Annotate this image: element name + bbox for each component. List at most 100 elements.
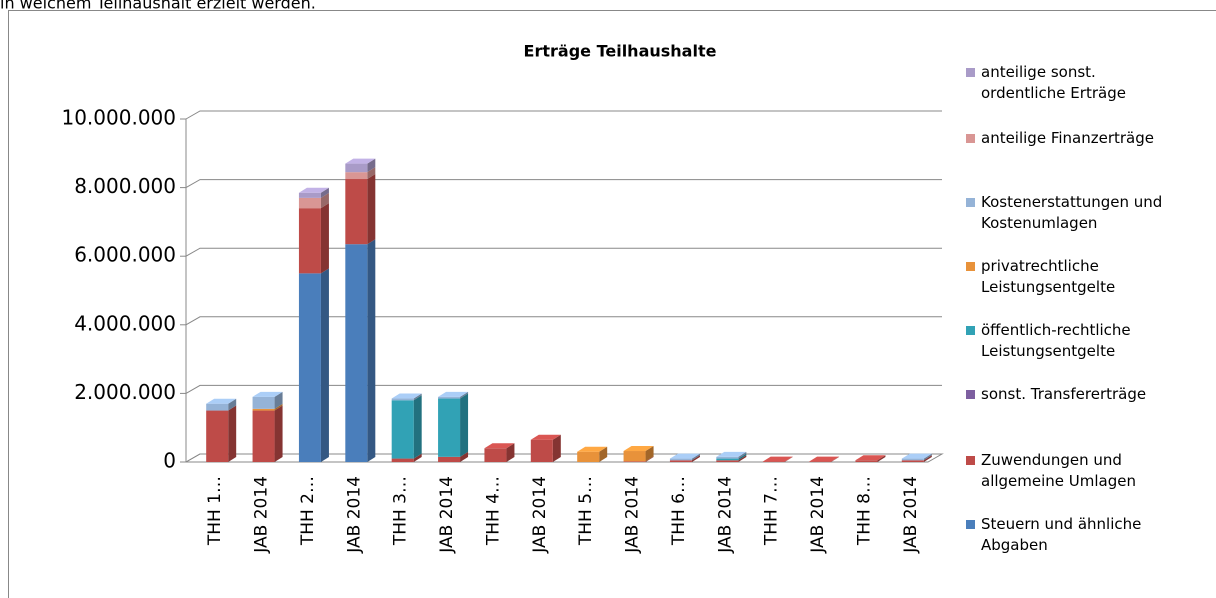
- bar-side: [274, 405, 283, 462]
- bar-side: [460, 451, 469, 462]
- legend-label: anteilige Finanzerträge: [981, 129, 1154, 147]
- bar-segment: [391, 458, 414, 462]
- legend-swatch: [966, 456, 975, 465]
- bar-side: [367, 239, 376, 462]
- bar-segment: [530, 439, 553, 462]
- bar-segment: [901, 458, 924, 461]
- x-tick-label: THH 2…: [298, 476, 318, 546]
- bar-side: [599, 446, 608, 462]
- x-tick-label: THH 8…: [854, 476, 874, 546]
- intro-text: in welchem Teilhaushalt erzielt werden.: [0, 0, 316, 13]
- bar-top: [577, 446, 608, 452]
- bar-segment: [669, 460, 692, 462]
- bar-side: [923, 455, 932, 462]
- x-tick-label: THH 3…: [391, 476, 411, 546]
- x-tick-label: JAB 2014: [252, 476, 272, 554]
- bar-side: [552, 434, 561, 462]
- grid-line: [185, 179, 942, 189]
- bar-side: [877, 455, 886, 462]
- bar-segment: [252, 408, 275, 411]
- bar-segment: [252, 410, 275, 462]
- legend-label: Zuwendungen und allgemeine Umlagen: [981, 451, 1136, 490]
- legend-swatch: [966, 134, 975, 143]
- x-tick-label: JAB 2014: [623, 476, 643, 554]
- grid-line: [185, 247, 942, 257]
- bar-top: [762, 456, 793, 462]
- bar-side: [274, 403, 283, 411]
- bar-segment: [623, 461, 646, 462]
- bar-side: [320, 192, 329, 209]
- bar-segment: [716, 458, 739, 461]
- bar-segment: [716, 456, 739, 459]
- bar-segment: [298, 192, 321, 198]
- bar-segment: [716, 460, 739, 462]
- bar-segment: [901, 460, 924, 462]
- legend-label: privatrechtliche Leistungsentgelte: [981, 257, 1116, 296]
- bar-top: [438, 391, 469, 397]
- bar-segment: [345, 163, 368, 173]
- legend-entry: anteilige Finanzerträge: [966, 128, 1181, 149]
- bar-top: [623, 446, 654, 452]
- bar-side: [413, 395, 422, 459]
- x-tick-label: JAB 2014: [437, 476, 457, 554]
- bar-top: [252, 391, 283, 397]
- bar-side: [645, 456, 654, 462]
- bar-side: [923, 453, 932, 461]
- bar-segment: [391, 398, 414, 401]
- bar-side: [460, 393, 469, 457]
- legend-label: Kostenerstattungen und Kostenumlagen: [981, 193, 1163, 232]
- bar-top: [484, 443, 515, 449]
- bar-segment: [252, 396, 275, 409]
- bar-side: [320, 187, 329, 198]
- bar-side: [738, 451, 747, 459]
- bar-side: [738, 455, 747, 462]
- x-tick-label: JAB 2014: [344, 476, 364, 554]
- bar-top: [669, 453, 700, 459]
- bar-side: [831, 456, 840, 462]
- bar-segment: [206, 403, 229, 411]
- x-tick-label: THH 1…: [205, 476, 225, 546]
- x-tick-label: THH 6…: [669, 476, 689, 546]
- legend-label: Steuern und ähnliche Abgaben: [981, 515, 1142, 554]
- y-tick-label: 8.000.000: [74, 174, 176, 198]
- y-tick-label: 10.000.000: [61, 106, 176, 130]
- x-tick-label: JAB 2014: [901, 476, 921, 554]
- chart-frame: [8, 10, 1216, 598]
- bar-side: [367, 174, 376, 245]
- grid-line: [185, 384, 942, 394]
- bar-segment: [345, 244, 368, 462]
- grid-line: [185, 316, 942, 326]
- legend-swatch: [966, 326, 975, 335]
- y-tick-label: 0: [163, 449, 176, 473]
- legend-entry: sonst. Transfererträge: [966, 384, 1181, 405]
- x-tick-label: THH 7…: [762, 476, 782, 546]
- legend-swatch: [966, 520, 975, 529]
- bar-side: [691, 453, 700, 461]
- bar-segment: [577, 451, 600, 462]
- legend-entry: öffentlich-rechtliche Leistungsentgelte: [966, 320, 1181, 362]
- legend-label: öffentlich-rechtliche Leistungsentgelte: [981, 321, 1131, 360]
- bar-side: [413, 393, 422, 401]
- bar-segment: [855, 460, 878, 462]
- bar-side: [784, 456, 793, 462]
- bar-side: [320, 268, 329, 462]
- bar-side: [506, 443, 515, 462]
- bar-side: [320, 203, 329, 274]
- bar-top: [206, 398, 237, 404]
- chart-title: Erträge Teilhaushalte: [524, 42, 717, 61]
- y-tick-label: 4.000.000: [74, 311, 176, 335]
- bar-side: [228, 398, 237, 411]
- bar-top: [716, 451, 747, 457]
- legend-entry: Kostenerstattungen und Kostenumlagen: [966, 192, 1181, 234]
- bar-segment: [391, 400, 414, 459]
- bar-side: [691, 455, 700, 462]
- legend-entry: Zuwendungen und allgemeine Umlagen: [966, 450, 1181, 492]
- legend-entry: Steuern und ähnliche Abgaben: [966, 514, 1181, 556]
- bar-segment: [345, 172, 368, 180]
- bar-top: [901, 453, 932, 459]
- x-tick-label: THH 4…: [483, 476, 503, 546]
- bar-top: [530, 434, 561, 440]
- bar-top: [298, 187, 329, 193]
